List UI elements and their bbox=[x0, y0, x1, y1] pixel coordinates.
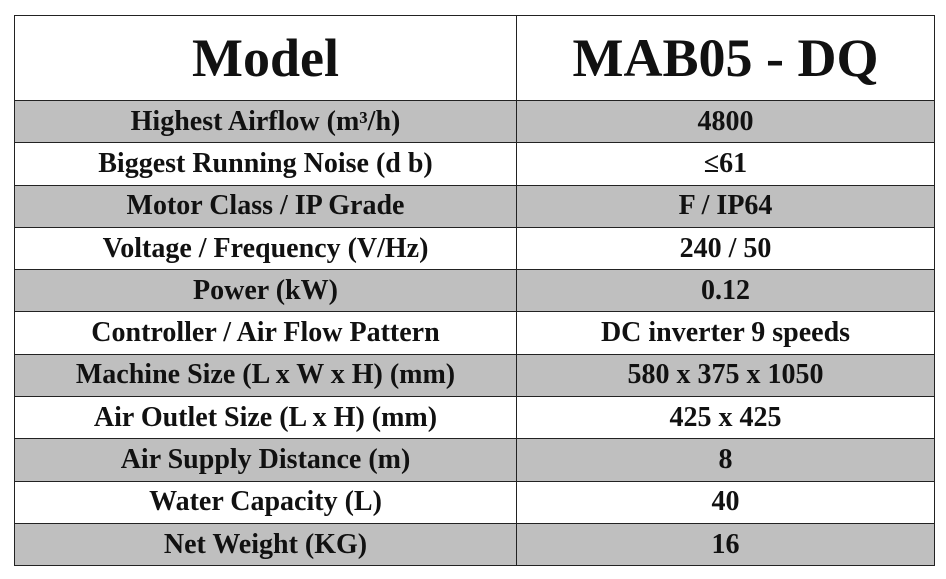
value-cell: ≤61 bbox=[516, 142, 935, 186]
spec-row: Machine Size (L x W x H) (mm) 580 x 375 x… bbox=[14, 353, 935, 398]
label-cell: Net Weight (KG) bbox=[14, 522, 517, 567]
value-cell: 8 bbox=[516, 438, 935, 482]
label-cell: Air Outlet Size (L x H) (mm) bbox=[14, 396, 517, 440]
value-cell: 16 bbox=[516, 522, 935, 567]
spec-row: Highest Airflow (m³/h) 4800 bbox=[14, 99, 935, 144]
spec-row: Power (kW) 0.12 bbox=[14, 269, 935, 313]
spec-row: Air Outlet Size (L x H) (mm) 425 x 425 bbox=[14, 396, 935, 440]
table-body: Model MAB05 - DQ Highest Airflow (m³/h) 480… bbox=[14, 15, 935, 567]
label-cell: Voltage / Frequency (V/Hz) bbox=[14, 226, 517, 271]
label-cell: Power (kW) bbox=[14, 269, 517, 313]
label-cell: Motor Class / IP Grade bbox=[14, 184, 517, 228]
value-cell: 240 / 50 bbox=[516, 226, 935, 271]
value-cell: 0.12 bbox=[516, 269, 935, 313]
value-cell: 40 bbox=[516, 480, 935, 524]
value-cell: MAB05 - DQ bbox=[516, 15, 935, 101]
spec-row: Voltage / Frequency (V/Hz) 240 / 50 bbox=[14, 226, 935, 271]
label-cell: Air Supply Distance (m) bbox=[14, 438, 517, 482]
header-row: Model MAB05 - DQ bbox=[14, 15, 935, 101]
label-cell: Highest Airflow (m³/h) bbox=[14, 99, 517, 144]
label-cell: Biggest Running Noise (d b) bbox=[14, 142, 517, 186]
spec-row: Controller / Air Flow Pattern DC inverter… bbox=[14, 311, 935, 355]
label-cell: Water Capacity (L) bbox=[14, 480, 517, 524]
value-cell: 425 x 425 bbox=[516, 396, 935, 440]
spec-row: Air Supply Distance (m) 8 bbox=[14, 438, 935, 482]
spec-row: Water Capacity (L) 40 bbox=[14, 480, 935, 524]
spec-row: Biggest Running Noise (d b) ≤61 bbox=[14, 142, 935, 186]
value-cell: F / IP64 bbox=[516, 184, 935, 228]
spec-table: Model MAB05 - DQ Highest Airflow (m³/h) 480… bbox=[14, 15, 935, 567]
value-cell: DC inverter 9 speeds bbox=[516, 311, 935, 355]
spec-row: Motor Class / IP Grade F / IP64 bbox=[14, 184, 935, 228]
value-cell: 4800 bbox=[516, 99, 935, 144]
label-cell: Model bbox=[14, 15, 517, 101]
spec-row: Net Weight (KG) 16 bbox=[14, 522, 935, 567]
label-cell: Controller / Air Flow Pattern bbox=[14, 311, 517, 355]
label-cell: Machine Size (L x W x H) (mm) bbox=[14, 353, 517, 398]
value-cell: 580 x 375 x 1050 bbox=[516, 353, 935, 398]
